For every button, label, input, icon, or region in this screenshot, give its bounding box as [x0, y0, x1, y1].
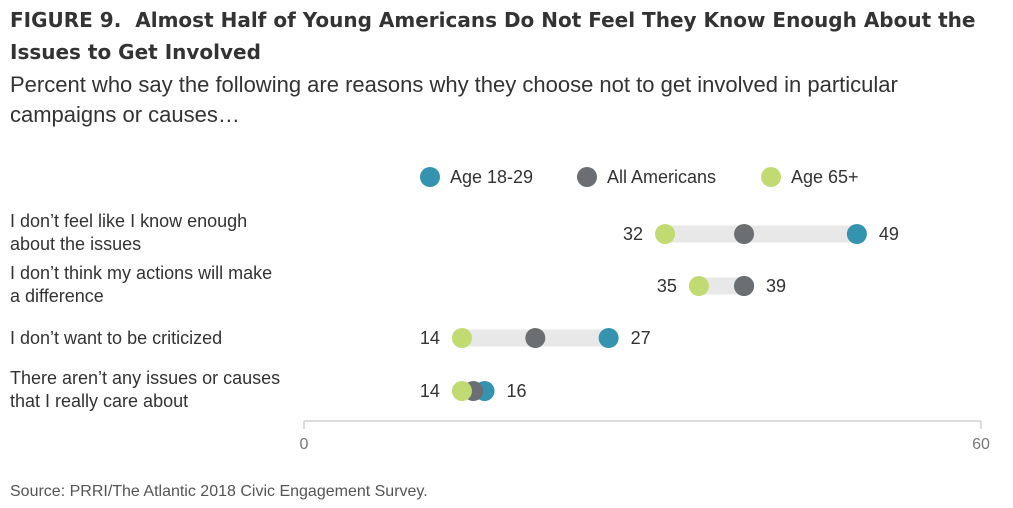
value-label-high: 39 [766, 276, 786, 296]
category-label: that I really care about [10, 391, 188, 411]
title-text: Almost Half of Young Americans Do Not Fe… [10, 8, 976, 64]
legend-marker-all_americans [577, 167, 597, 187]
value-label-high: 27 [631, 328, 651, 348]
x-tick-label: 60 [972, 436, 990, 453]
dot-age-18-29 [846, 224, 867, 244]
dot-range-chart: Age 18-29 All Americans Age 65+ 0 60 I don’t … [10, 167, 990, 453]
dot-age-65-plus [451, 381, 472, 401]
x-tick-label: 0 [300, 436, 309, 453]
category-label: I don’t want to be criticized [10, 328, 222, 348]
value-label-low: 14 [420, 328, 440, 348]
value-label-high: 49 [879, 224, 899, 244]
category-label: I don’t feel like I know enough [10, 211, 247, 231]
dot-all-americans [734, 224, 755, 244]
dot-age-65-plus [451, 328, 472, 348]
dot-all-americans [525, 328, 546, 348]
value-label-low: 32 [623, 224, 643, 244]
legend-label-age_65_plus: Age 65+ [791, 167, 859, 187]
figure-label: FIGURE 9. [10, 8, 122, 32]
source-note: Source: PRRI/The Atlantic 2018 Civic Eng… [10, 483, 428, 500]
value-label-high: 16 [507, 381, 527, 401]
dot-age-65-plus [655, 224, 676, 244]
legend-label-age_18_29: Age 18-29 [450, 167, 533, 187]
legend-label-all_americans: All Americans [607, 167, 716, 187]
value-label-low: 14 [420, 381, 440, 401]
category-label: a difference [10, 286, 104, 306]
legend-marker-age_18_29 [420, 167, 440, 187]
category-label: I don’t think my actions will make [10, 263, 272, 283]
chart-subtitle: Percent who say the following are reason… [10, 72, 898, 127]
dot-all-americans [734, 276, 755, 296]
legend-marker-age_65_plus [761, 167, 781, 187]
category-label: There aren’t any issues or causes [10, 368, 280, 388]
dot-age-18-29 [598, 328, 619, 348]
value-label-low: 35 [657, 276, 677, 296]
chart-title: FIGURE 9. Almost Half of Young Americans… [10, 4, 1000, 68]
dot-age-65-plus [688, 276, 709, 296]
category-label: about the issues [10, 234, 141, 254]
